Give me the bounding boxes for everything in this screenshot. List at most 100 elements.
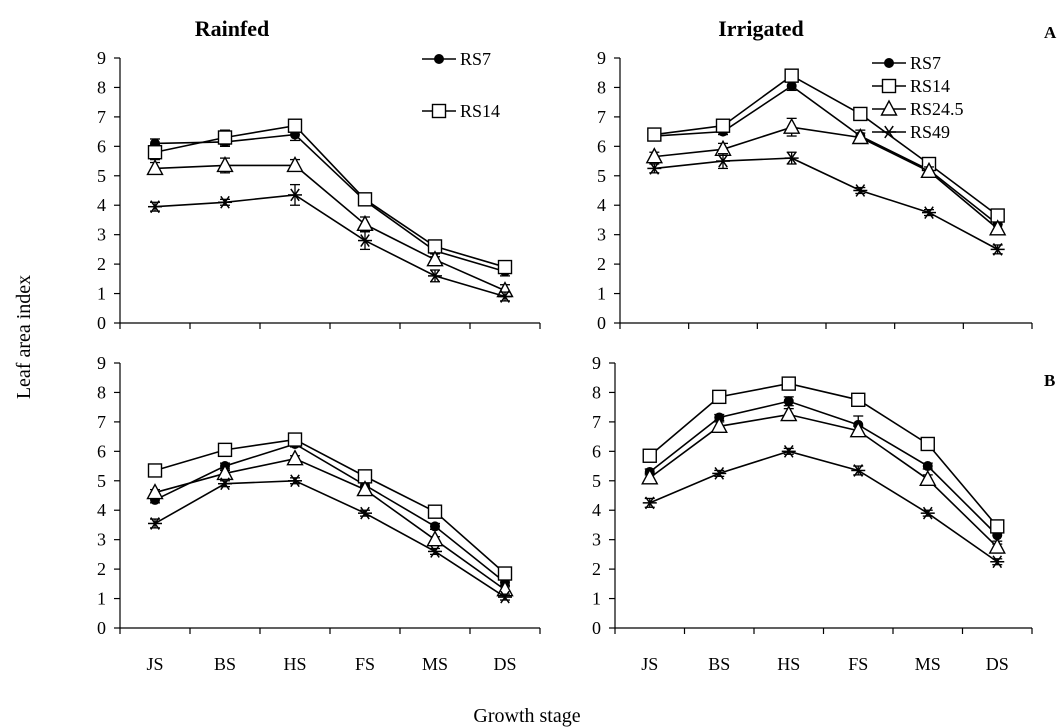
y-tick-label: 7	[597, 107, 606, 127]
row-label-b: B	[1044, 371, 1055, 390]
data-point	[357, 192, 373, 207]
y-tick-label: 7	[592, 412, 601, 432]
data-point	[642, 448, 657, 463]
asterisk-stroke	[500, 290, 510, 303]
y-tick-label: 5	[597, 166, 606, 186]
series-rs49	[647, 151, 1005, 256]
y-tick-label: 1	[97, 589, 106, 609]
legend: RS7 RS14 RS24.5 RS49	[872, 53, 964, 142]
data-point	[428, 545, 442, 558]
series-rs14	[147, 432, 513, 581]
y-tick-label: 0	[592, 618, 601, 638]
asterisk-stroke	[220, 195, 230, 209]
x-tick-label: DS	[986, 654, 1009, 674]
asterisk-stroke	[783, 444, 794, 458]
data-point	[216, 155, 234, 173]
data-point	[287, 432, 303, 447]
data-point	[428, 269, 442, 283]
legend-item: RS14	[422, 101, 500, 121]
legend-marker	[434, 54, 444, 64]
column-title-irrigated: Irrigated	[718, 16, 804, 41]
asterisk-stroke	[992, 555, 1003, 569]
panel-a-irrigated: 0 1 2 3 4 5 6 7 8 9 RS7 RS14 RS24.5 RS49	[597, 48, 1033, 333]
data-point	[781, 376, 796, 391]
y-tick-label: 4	[597, 195, 606, 215]
series-rs49	[148, 474, 512, 604]
y-tick-label: 3	[97, 225, 106, 245]
data-point	[990, 243, 1005, 256]
asterisk-stroke	[360, 506, 370, 520]
data-point	[641, 468, 659, 485]
y-axis-title: Leaf area index	[13, 275, 35, 399]
y-tick-label: 1	[97, 284, 106, 304]
asterisk-stroke	[360, 234, 370, 247]
x-tick-label: MS	[915, 654, 941, 674]
series-line	[154, 133, 506, 273]
data-point	[712, 389, 727, 405]
chart-panels: 0 1 2 3 4 5 6 7 8 9 RS7 RS14 0 1 2 3 4 5 6 7 8 9 RS7 RS14 RS24.5…	[97, 48, 1033, 674]
asterisk-stroke	[430, 269, 440, 283]
legend-item: RS24.5	[872, 99, 964, 119]
series-line	[154, 438, 506, 575]
x-tick-label: FS	[355, 654, 375, 674]
legend-item: RS7	[872, 53, 941, 73]
data-point	[426, 250, 444, 267]
legend-marker	[881, 78, 897, 94]
data-point	[786, 80, 797, 91]
data-point	[851, 392, 866, 408]
data-point	[217, 130, 233, 145]
data-point	[147, 145, 163, 160]
legend-marker	[882, 125, 896, 139]
x-tick-label: BS	[708, 654, 730, 674]
data-point	[642, 496, 657, 510]
x-tick-label: HS	[283, 654, 306, 674]
data-point	[647, 127, 662, 142]
series-line	[154, 164, 506, 292]
legend: RS7 RS14	[422, 49, 500, 121]
data-point	[782, 117, 801, 134]
series-rs14	[647, 68, 1005, 223]
y-tick-label: 4	[592, 500, 601, 520]
y-tick-label: 6	[97, 441, 106, 461]
data-point	[716, 154, 730, 168]
data-point	[919, 469, 937, 487]
series-line	[649, 450, 998, 563]
x-tick-label: JS	[146, 654, 163, 674]
asterisk-stroke	[924, 206, 934, 219]
series-rs24-5	[146, 449, 514, 597]
y-tick-label: 9	[97, 353, 106, 373]
series-line	[154, 479, 506, 598]
data-point	[497, 566, 513, 581]
y-tick-label: 5	[97, 166, 106, 186]
data-point	[426, 530, 444, 547]
legend-item: RS49	[872, 122, 950, 142]
series-line	[154, 124, 506, 268]
legend-marker	[880, 99, 898, 116]
y-tick-label: 1	[592, 589, 601, 609]
series-line	[654, 126, 999, 230]
data-point	[287, 118, 303, 133]
series-rs7	[644, 396, 1003, 545]
data-point	[784, 151, 799, 165]
y-tick-label: 6	[597, 136, 606, 156]
data-point	[715, 118, 731, 133]
y-tick-label: 2	[97, 559, 106, 579]
asterisk-stroke	[714, 467, 725, 480]
data-point	[990, 519, 1005, 534]
data-point	[286, 155, 304, 173]
y-tick-label: 3	[97, 530, 106, 550]
y-tick-label: 8	[97, 77, 106, 97]
asterisk-stroke	[220, 477, 230, 491]
x-tick-label: FS	[848, 654, 868, 674]
y-tick-label: 4	[97, 195, 106, 215]
y-tick-label: 6	[592, 441, 601, 461]
y-tick-label: 7	[97, 412, 106, 432]
data-point	[356, 214, 374, 232]
asterisk-stroke	[430, 545, 440, 558]
asterisk-stroke	[150, 517, 160, 530]
y-tick-label: 9	[597, 48, 606, 68]
data-point	[853, 184, 868, 197]
data-point	[990, 555, 1005, 569]
y-tick-label: 8	[597, 77, 606, 97]
